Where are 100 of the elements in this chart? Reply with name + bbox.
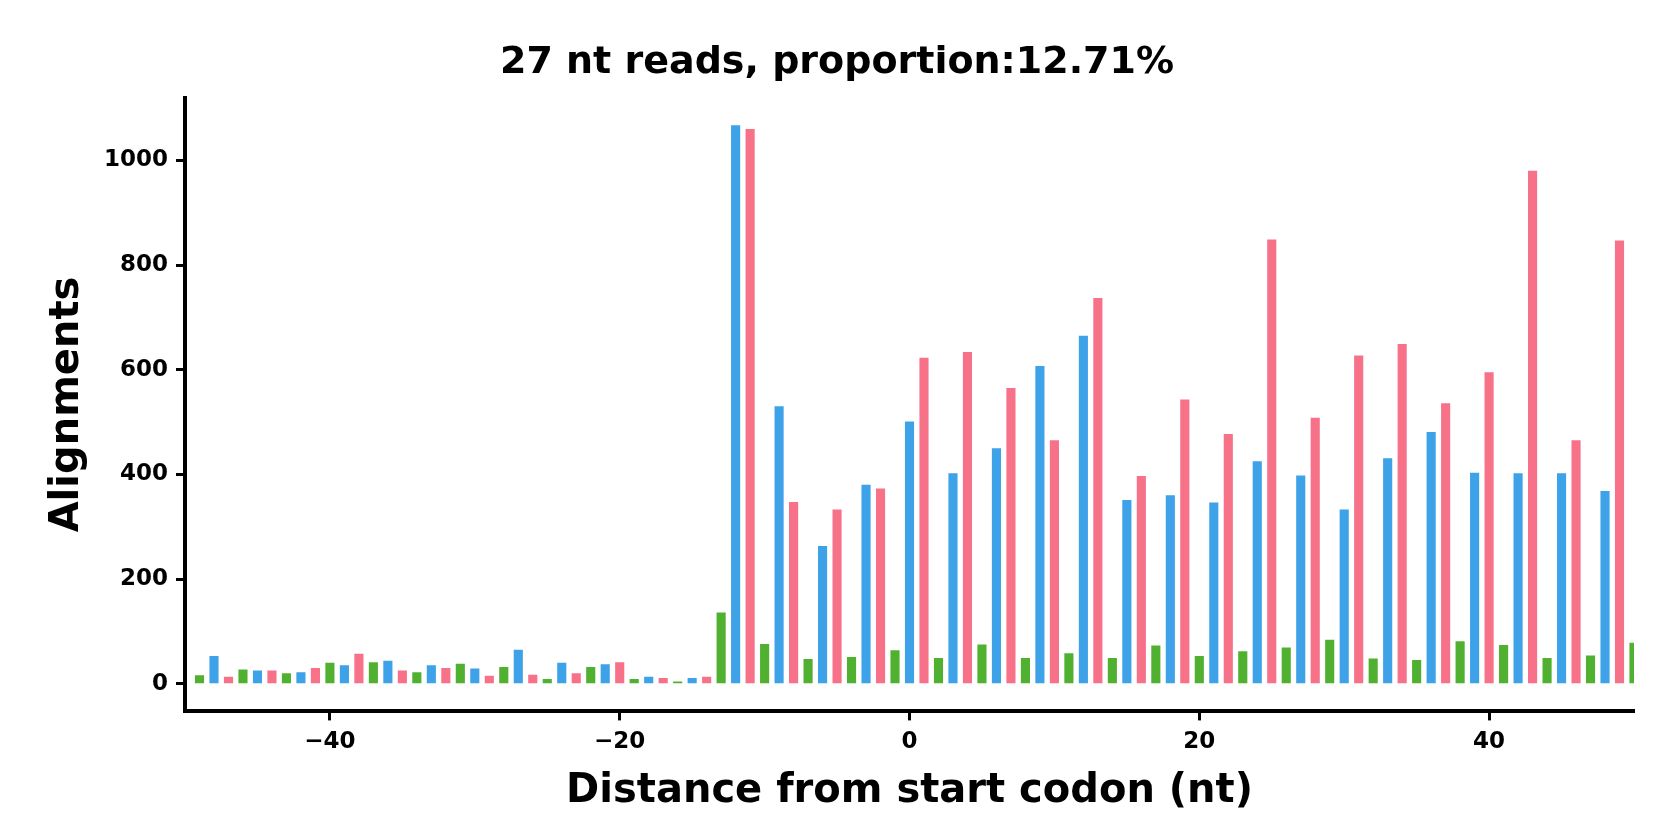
bar xyxy=(962,351,973,684)
bar xyxy=(368,662,378,684)
bar xyxy=(1310,417,1320,684)
bar xyxy=(571,673,581,684)
bar xyxy=(1281,647,1291,684)
bar xyxy=(1441,403,1451,684)
bar xyxy=(600,664,610,684)
bar xyxy=(1354,355,1364,684)
bar xyxy=(1194,655,1204,684)
bar xyxy=(1165,495,1175,684)
bar xyxy=(846,656,857,684)
bar xyxy=(745,129,755,684)
x-tick-label: 40 xyxy=(1473,727,1506,754)
bar xyxy=(1006,388,1016,684)
bar xyxy=(977,644,987,684)
bar xyxy=(1107,658,1117,684)
y-tick-label: 200 xyxy=(120,563,169,590)
bar xyxy=(397,670,407,684)
bar xyxy=(1528,170,1538,684)
bar xyxy=(890,650,900,684)
bar xyxy=(325,662,335,684)
bar xyxy=(1252,461,1262,684)
bar xyxy=(542,678,552,684)
bar xyxy=(789,502,799,684)
y-tick-label: 0 xyxy=(152,668,169,695)
bar xyxy=(209,655,219,684)
bar xyxy=(223,676,234,684)
bar xyxy=(904,421,915,684)
bar xyxy=(354,653,364,684)
y-axis-title: Alignments xyxy=(41,276,88,533)
bar xyxy=(1368,658,1378,684)
bar xyxy=(586,666,596,684)
bar xyxy=(1151,645,1161,684)
bar xyxy=(716,612,726,684)
bar xyxy=(1499,644,1509,684)
y-tick-label: 1000 xyxy=(104,145,169,172)
bar xyxy=(803,659,813,684)
y-tick-label: 400 xyxy=(120,459,169,486)
bar xyxy=(948,473,958,684)
bar xyxy=(470,668,480,684)
bar xyxy=(1542,658,1552,684)
bar xyxy=(658,677,668,684)
x-axis-title: Distance from start codon (nt) xyxy=(566,765,1253,812)
bar xyxy=(426,665,436,684)
bar xyxy=(1020,658,1030,684)
bar xyxy=(687,677,697,684)
bar xyxy=(702,676,712,684)
bar xyxy=(296,672,306,684)
bar xyxy=(615,662,625,684)
bar xyxy=(933,658,944,684)
bar xyxy=(1484,372,1494,684)
bar xyxy=(861,484,871,684)
bar xyxy=(1585,655,1596,684)
chart-title: 27 nt reads, proportion:12.71% xyxy=(499,37,1175,82)
bar xyxy=(1223,434,1233,684)
bar xyxy=(1426,431,1436,684)
x-tick-label: −20 xyxy=(594,727,646,754)
bar xyxy=(1600,491,1610,684)
bar xyxy=(1571,440,1581,684)
bar xyxy=(383,660,393,684)
x-tick-label: −40 xyxy=(304,727,356,754)
bar xyxy=(629,678,639,684)
bar xyxy=(1455,641,1465,684)
bar xyxy=(1078,335,1088,684)
bar xyxy=(1122,500,1132,684)
bar xyxy=(991,448,1002,684)
bar xyxy=(281,673,292,684)
bar xyxy=(875,488,886,684)
bar xyxy=(644,676,654,684)
y-tick-label: 600 xyxy=(120,354,169,381)
x-tick-label: 20 xyxy=(1183,727,1216,754)
bar xyxy=(1035,366,1045,684)
bar xyxy=(1339,509,1349,684)
bar xyxy=(1470,472,1480,684)
bar xyxy=(1513,473,1523,684)
bar xyxy=(1049,440,1059,684)
bar xyxy=(1180,399,1190,684)
y-tick-label: 800 xyxy=(120,250,169,277)
bar xyxy=(310,667,320,684)
bar xyxy=(1136,475,1146,684)
bar xyxy=(513,649,523,684)
bar xyxy=(1209,502,1219,684)
bar xyxy=(1238,651,1248,684)
bar xyxy=(252,670,263,684)
bar xyxy=(1267,239,1277,684)
bar xyxy=(1412,660,1422,684)
bar xyxy=(499,666,509,684)
bar xyxy=(1397,344,1407,684)
bar xyxy=(760,643,770,684)
x-tick-label: 0 xyxy=(901,727,918,754)
bar xyxy=(455,663,465,684)
bar xyxy=(818,546,828,684)
bar xyxy=(267,670,277,684)
bar xyxy=(1064,653,1074,684)
bar xyxy=(484,675,494,684)
bar xyxy=(412,672,422,684)
bar xyxy=(774,406,784,684)
bar xyxy=(1614,240,1625,684)
bar xyxy=(919,357,929,684)
bar xyxy=(441,667,451,684)
